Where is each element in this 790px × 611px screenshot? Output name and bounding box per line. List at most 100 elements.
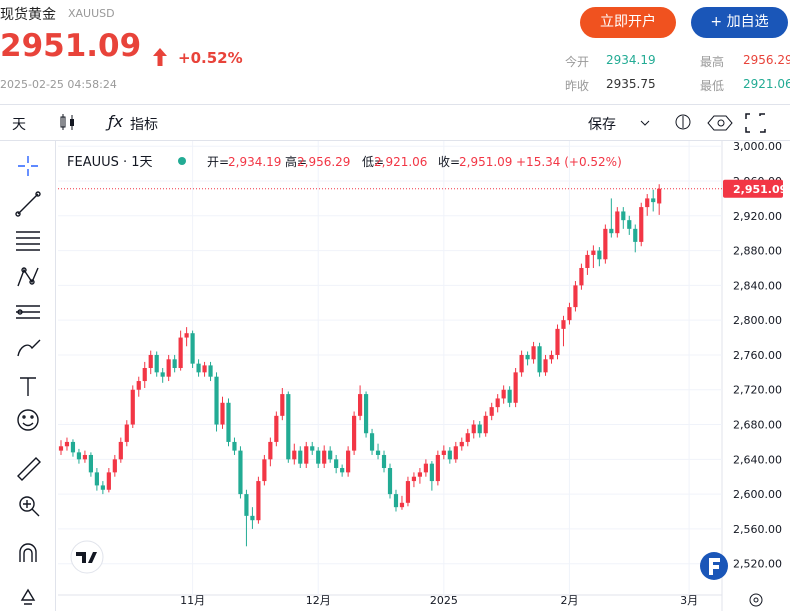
candle-body	[381, 454, 387, 469]
indicator-icon: ƒx	[108, 112, 124, 131]
y-tick-label: 2,920.00	[733, 210, 782, 223]
candle-body	[423, 463, 428, 473]
candle-body	[639, 207, 644, 242]
brand-logo	[700, 552, 728, 580]
stat-label: 今开	[565, 55, 590, 69]
candle-body	[507, 389, 512, 403]
x-tick-label: 2月	[560, 594, 578, 607]
candle-body	[489, 407, 494, 416]
stat-value: 2956.29	[743, 53, 790, 67]
y-tick-label: 2,840.00	[733, 279, 782, 292]
y-tick-label: 2,680.00	[733, 419, 782, 432]
stat-value: 2921.06	[743, 77, 790, 91]
candle-body	[106, 472, 111, 490]
candle-body	[148, 354, 153, 368]
candle-body	[483, 415, 488, 434]
candle-body	[298, 450, 303, 464]
candle-body	[465, 433, 470, 442]
candle-body	[555, 328, 560, 355]
candle-body	[435, 454, 440, 482]
stat-value: 2935.75	[606, 77, 656, 91]
y-tick-label: 2,520.00	[733, 558, 782, 571]
up-arrow	[153, 48, 167, 66]
candle-body	[292, 450, 297, 460]
candle-body	[657, 188, 662, 204]
candle-body	[220, 402, 225, 425]
candle-body	[232, 441, 237, 451]
candle-body	[286, 394, 291, 460]
candle-body	[447, 450, 452, 460]
candle-body	[597, 250, 602, 260]
candle-body	[352, 415, 357, 451]
stat-label: 最高	[700, 55, 725, 69]
candle-body	[76, 452, 82, 460]
candle-body	[178, 337, 183, 368]
candle-body	[645, 198, 650, 208]
candle-body	[334, 459, 339, 469]
candle-body	[621, 211, 626, 221]
x-tick-label: 2025	[430, 594, 458, 607]
candle-body	[160, 372, 165, 377]
candle-body	[609, 228, 614, 234]
legend-change: +15.34 (+0.52%)	[516, 155, 622, 169]
candle-body	[561, 320, 566, 329]
legend-value: 2,921.06	[374, 155, 427, 169]
candle-body	[585, 254, 590, 268]
candle-body	[525, 354, 530, 360]
candle-body	[112, 459, 117, 473]
legend-symbol: FEAUUS · 1天	[67, 155, 153, 170]
candle-body	[399, 502, 405, 508]
candle-body	[567, 307, 572, 321]
open-account-button[interactable]: 立即开户	[580, 7, 676, 38]
candle-body	[453, 446, 458, 460]
legend: FEAUUS · 1天 开= 2,934.19 高= 2,956.29 低= 2…	[67, 154, 622, 170]
symbol: XAUUSD	[68, 7, 115, 20]
candle-body	[136, 381, 141, 390]
candle-body	[304, 446, 309, 464]
candle-body	[369, 433, 375, 451]
candle-body	[322, 450, 327, 464]
legend-value: 2,951.09	[459, 155, 512, 169]
candle-body	[316, 450, 321, 464]
candle-body	[411, 476, 417, 482]
last-price-label: 2,951.09	[733, 183, 787, 196]
divider	[0, 104, 790, 105]
candle-body	[184, 333, 189, 338]
candle-body	[603, 228, 608, 260]
candle-type-button[interactable]	[58, 112, 78, 134]
x-tick-label: 12月	[306, 594, 331, 607]
candle-body	[250, 515, 255, 521]
candle-body	[387, 468, 393, 495]
candle-body	[471, 424, 476, 434]
candle-body	[501, 389, 506, 399]
watchlist-button[interactable]: + 加自选	[691, 7, 788, 38]
indicators-button[interactable]: 指标	[130, 117, 158, 133]
x-tick-label: 11月	[180, 594, 205, 607]
price: 2951.09	[0, 28, 142, 64]
candle-body	[375, 450, 381, 455]
legend-label: 高=	[285, 154, 307, 169]
legend-value: 2,934.19	[228, 155, 281, 169]
candle-body	[513, 372, 518, 403]
candle-body	[579, 267, 584, 286]
candle-body	[537, 346, 542, 373]
y-tick-label: 3,000.00	[733, 140, 782, 153]
candle-body	[477, 424, 482, 434]
status-dot	[178, 157, 186, 165]
candle-body	[64, 441, 70, 447]
legend-label: 收=	[438, 155, 460, 169]
drawing-tools	[15, 156, 41, 605]
last-price-box	[723, 179, 783, 198]
legend-value: 2,956.29	[297, 155, 350, 169]
candle-body	[274, 415, 279, 442]
interval-button[interactable]: 天	[12, 117, 26, 133]
candle-body	[166, 359, 171, 377]
stat-label: 昨收	[565, 79, 590, 93]
candle-body	[591, 250, 596, 255]
candle-body	[58, 446, 64, 451]
candle-body	[633, 228, 638, 242]
save-button[interactable]: 保存	[588, 117, 616, 133]
settings-icon[interactable]	[749, 593, 763, 607]
